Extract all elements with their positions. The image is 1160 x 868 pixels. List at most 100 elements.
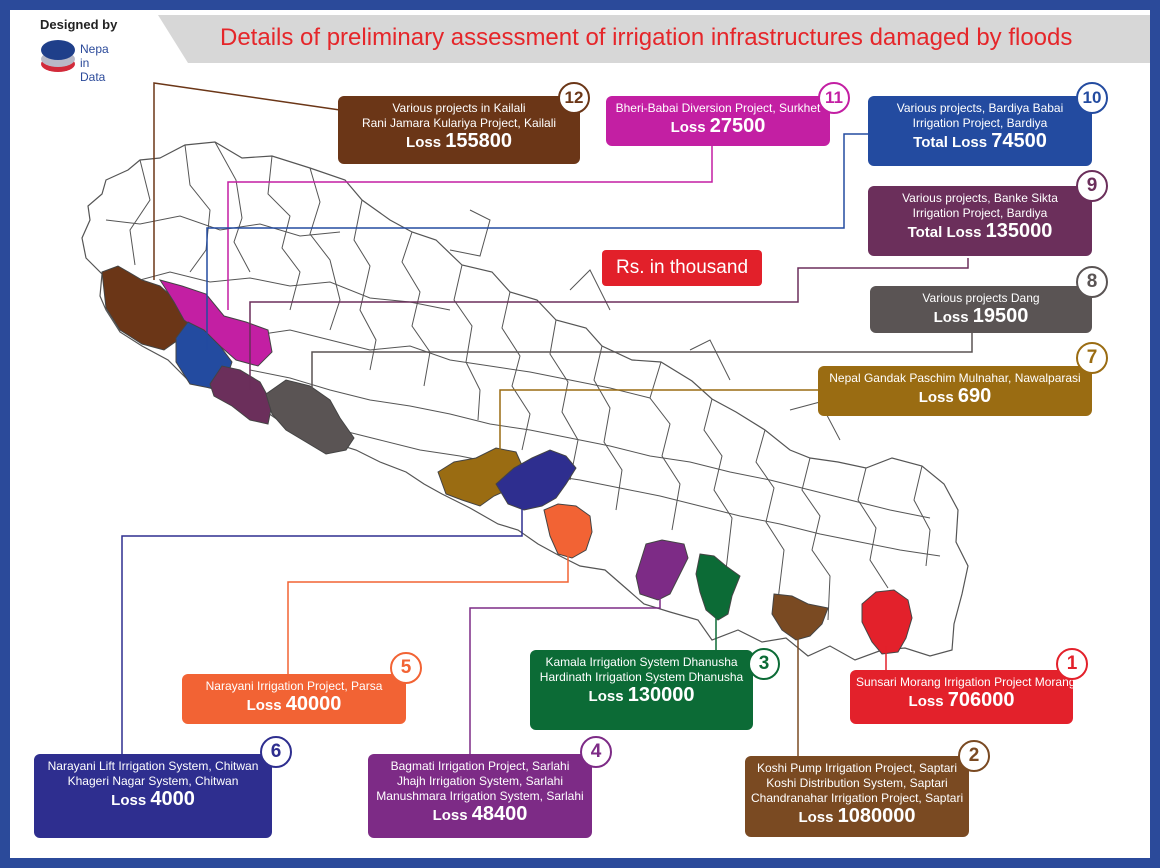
loss-row: Loss 690 [824, 386, 1086, 406]
district-outline-layer [81, 141, 969, 661]
project-box-5: Narayani Irrigation Project, Parsa Loss 4… [182, 674, 406, 724]
project-box-4: Bagmati Irrigation Project, Sarlahi Jhajh… [368, 754, 592, 838]
loss-row: Loss 4000 [40, 789, 266, 809]
loss-row: Loss 1080000 [751, 806, 963, 826]
project-name-line: Irrigation Project, Bardiya [912, 116, 1048, 130]
nepa-in-data-logo-icon [41, 40, 75, 72]
country-outline [81, 141, 969, 661]
loss-row: Loss 27500 [612, 116, 824, 136]
loss-row: Total Loss 74500 [874, 131, 1086, 151]
badge-5: 5 [390, 652, 422, 684]
badge-10: 10 [1076, 82, 1108, 114]
project-box-1: Sunsari Morang Irrigation Project Morang… [850, 670, 1076, 724]
project-name-line: Khageri Nagar System, Chitwan [67, 774, 239, 788]
district-banke [209, 365, 273, 425]
project-name-line: Nepal Gandak Paschim Mulnahar, Nawalpara… [829, 371, 1081, 385]
loss-value: 155800 [445, 130, 512, 152]
loss-label: Loss [908, 693, 948, 710]
logo-line-2: in [80, 56, 90, 70]
loss-label: Loss [406, 134, 446, 151]
project-name-line: Bagmati Irrigation Project, Sarlahi [390, 759, 570, 773]
project-name-line: Narayani Irrigation Project, Parsa [205, 679, 383, 693]
project-name-line: Various projects, Bardiya Babai [896, 101, 1064, 115]
project-name-line: Kamala Irrigation System Dhanusha [545, 655, 738, 669]
loss-value: 48400 [471, 803, 528, 825]
loss-label: Loss [798, 809, 838, 826]
project-box-7: Nepal Gandak Paschim Mulnahar, Nawalpara… [818, 366, 1092, 416]
project-name-line: Chandranahar Irrigation Project, Saptari [751, 791, 964, 805]
project-name-line: Sunsari Morang Irrigation Project Morang [856, 675, 1076, 689]
leader-line-10 [206, 133, 868, 350]
leader-line-9 [249, 258, 969, 390]
nepal-district-map [81, 82, 973, 756]
project-name-line: Jhajh Irrigation System, Sarlahi [396, 774, 564, 788]
project-name-line: Koshi Distribution System, Saptari [766, 776, 948, 790]
page-title: Details of preliminary assessment of irr… [220, 24, 1073, 51]
project-box-3: Kamala Irrigation System Dhanusha Hardina… [530, 650, 753, 730]
leader-line-6 [121, 504, 523, 754]
badge-12: 12 [558, 82, 590, 114]
loss-label: Loss [588, 688, 628, 705]
loss-value: 4000 [150, 788, 195, 810]
leader-line-5 [287, 550, 569, 674]
project-name-line: Various projects Dang [922, 291, 1040, 305]
badge-9: 9 [1076, 170, 1108, 202]
loss-label: Loss [918, 389, 958, 406]
badge-11: 11 [818, 82, 850, 114]
badge-6: 6 [260, 736, 292, 768]
district-parsa [543, 503, 593, 559]
district-saptari [771, 593, 829, 641]
project-name-line: Manushmara Irrigation System, Sarlahi [376, 789, 584, 803]
loss-label: Loss [670, 119, 710, 136]
loss-label: Loss [933, 309, 973, 326]
project-name-line: Bheri-Babai Diversion Project, Surkhet [615, 101, 821, 115]
project-name-line: Hardinath Irrigation System Dhanusha [539, 670, 744, 684]
project-name-line: Rani Jamara Kulariya Project, Kailali [361, 116, 557, 130]
project-box-9: Various projects, Banke Sikta Irrigation … [868, 186, 1092, 256]
loss-row: Loss 19500 [876, 306, 1086, 326]
district-surkhet [158, 279, 273, 367]
project-box-8: Various projects Dang Loss 19500 [870, 286, 1092, 333]
project-name-line: Various projects, Banke Sikta [902, 191, 1058, 205]
project-box-6: Narayani Lift Irrigation System, Chitwan… [34, 754, 272, 838]
unit-label: Rs. in thousand [602, 250, 762, 286]
project-name-line: Irrigation Project, Bardiya [912, 206, 1048, 220]
project-box-11: Bheri-Babai Diversion Project, Surkhet Lo… [606, 96, 830, 146]
logo-line-3: Data [80, 70, 106, 84]
project-name-line: Various projects in Kailali [392, 101, 526, 115]
logo-line-1: Nepa [80, 42, 109, 56]
loss-row: Loss 130000 [536, 685, 747, 705]
leader-line-8 [311, 333, 973, 410]
loss-value: 19500 [972, 305, 1029, 327]
project-box-10: Various projects, Bardiya Babai Irrigatio… [868, 96, 1092, 166]
badge-3: 3 [748, 648, 780, 680]
loss-label: Loss [246, 697, 286, 714]
badge-7: 7 [1076, 342, 1108, 374]
badge-2: 2 [958, 740, 990, 772]
project-name-line: Narayani Lift Irrigation System, Chitwan [47, 759, 259, 773]
loss-row: Total Loss 135000 [874, 221, 1086, 241]
badge-4: 4 [580, 736, 612, 768]
district-sarlahi [635, 539, 689, 601]
leader-line-7 [499, 389, 818, 462]
loss-row: Loss 48400 [374, 804, 586, 824]
loss-value: 74500 [991, 130, 1047, 152]
leader-line-11 [227, 145, 713, 310]
loss-label: Total Loss [907, 224, 986, 241]
loss-row: Loss 40000 [188, 694, 400, 714]
infographic-frame: Designed by Nepa in Data Details of prel… [10, 10, 1150, 858]
loss-row: Loss 706000 [856, 690, 1067, 710]
loss-label: Total Loss [913, 134, 992, 151]
credit-label: Designed by [40, 17, 118, 32]
logo-text: Nepa in Data [80, 42, 109, 84]
leader-lines [121, 82, 973, 756]
loss-value: 706000 [947, 689, 1015, 711]
leader-line-4 [469, 590, 661, 754]
leader-line-12 [153, 82, 341, 280]
project-name-line: Koshi Pump Irrigation Project, Saptari [756, 761, 958, 775]
loss-value: 40000 [285, 693, 342, 715]
loss-label: Loss [432, 807, 472, 824]
district-dhanusha [695, 553, 741, 621]
district-dang [265, 379, 355, 455]
loss-row: Loss 155800 [344, 131, 574, 151]
